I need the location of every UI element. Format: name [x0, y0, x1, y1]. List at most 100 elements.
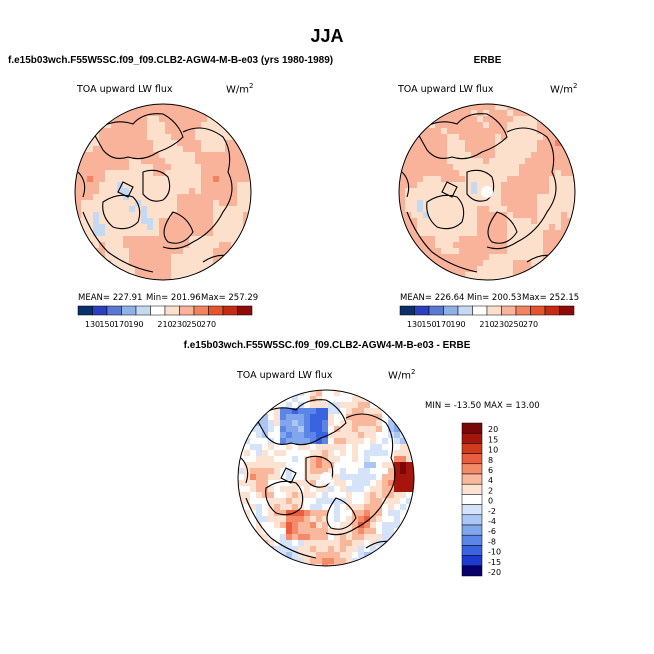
map-cell [81, 170, 88, 177]
map-cell [459, 266, 466, 273]
map-cell [195, 128, 202, 135]
map-cell [519, 104, 526, 111]
map-cell [280, 438, 287, 445]
map-cell [219, 176, 226, 183]
map-cell [316, 498, 323, 505]
map-cell [334, 408, 341, 415]
map-cell [549, 164, 556, 171]
map-cell [171, 122, 178, 129]
map-cell [423, 182, 430, 189]
map-cell [105, 188, 112, 195]
map-cell [459, 272, 466, 279]
map-cell [513, 182, 520, 189]
map-cell [507, 140, 514, 147]
map-cell [123, 212, 130, 219]
map-cell [201, 170, 208, 177]
map-cell [201, 128, 208, 135]
map-cell [483, 218, 490, 225]
map-cell [489, 254, 496, 261]
map-cell [322, 552, 329, 559]
map-cell [81, 206, 88, 213]
map-cell [352, 432, 359, 439]
map-cell [159, 188, 166, 195]
map-cell [256, 516, 263, 523]
map-cell [81, 200, 88, 207]
map-cell [129, 170, 136, 177]
map-cell [147, 152, 154, 159]
map-cell [165, 194, 172, 201]
map-cell [111, 236, 118, 243]
map-cell [531, 254, 538, 261]
map-cell [370, 420, 377, 427]
map-cell [334, 552, 341, 559]
map-cell [400, 480, 407, 487]
map-cell [135, 158, 142, 165]
map-cell [555, 218, 562, 225]
map-cell [489, 248, 496, 255]
map-cell [316, 408, 323, 415]
map-cell [382, 516, 389, 523]
map-cell [219, 206, 226, 213]
map-cell [129, 212, 136, 219]
colorbar-tick-label: 230 [494, 320, 509, 329]
map-cell [519, 158, 526, 165]
map-cell [370, 444, 377, 451]
colorbar-swatch [461, 463, 483, 475]
colorbar-tick-label: 0 [488, 497, 493, 506]
map-cell [292, 408, 299, 415]
map-cell [249, 188, 251, 195]
map-cell [340, 540, 347, 547]
map-cell [465, 146, 472, 153]
map-cell [507, 218, 514, 225]
map-cell [262, 492, 269, 499]
map-cell [382, 522, 389, 529]
map-cell [537, 254, 544, 261]
map-cell [525, 230, 532, 237]
map-cell [453, 224, 460, 231]
map-cell [346, 426, 353, 433]
map-cell [334, 504, 341, 511]
map-cell [250, 462, 257, 469]
map-cell [340, 516, 347, 523]
map-cell [352, 462, 359, 469]
colorbar-swatch [461, 565, 483, 577]
map-cell [129, 182, 136, 189]
map-cell [489, 200, 496, 207]
map-cell [388, 426, 395, 433]
map-cell [153, 188, 160, 195]
map-cell [519, 242, 526, 249]
map-cell [507, 170, 514, 177]
map-cell [346, 462, 353, 469]
map-cell [537, 206, 544, 213]
map-cell [507, 146, 514, 153]
map-cell [105, 176, 112, 183]
map-cell [105, 140, 112, 147]
map-cell [429, 218, 436, 225]
map-cell [117, 170, 124, 177]
map-cell [147, 248, 154, 255]
map-cell [459, 170, 466, 177]
map-cell [358, 420, 365, 427]
map-cell [183, 164, 190, 171]
map-cell [123, 122, 130, 129]
map-cell [153, 272, 160, 279]
map-cell [495, 194, 502, 201]
map-cell [513, 152, 520, 159]
map-cell [219, 182, 226, 189]
map-cell [99, 188, 106, 195]
map-cell [549, 236, 556, 243]
map-cell [453, 248, 460, 255]
map-cell [93, 152, 100, 159]
map-cell [165, 104, 172, 111]
map-cell [75, 170, 82, 177]
map-cell [117, 134, 124, 141]
map-cell [435, 164, 442, 171]
pole-missing-data [481, 186, 493, 198]
map-cell [459, 128, 466, 135]
map-cell [280, 546, 287, 553]
map-cell [489, 170, 496, 177]
map-cell [352, 444, 359, 451]
map-cell [262, 456, 269, 463]
map-cell [358, 468, 365, 475]
map-cell [243, 188, 250, 195]
